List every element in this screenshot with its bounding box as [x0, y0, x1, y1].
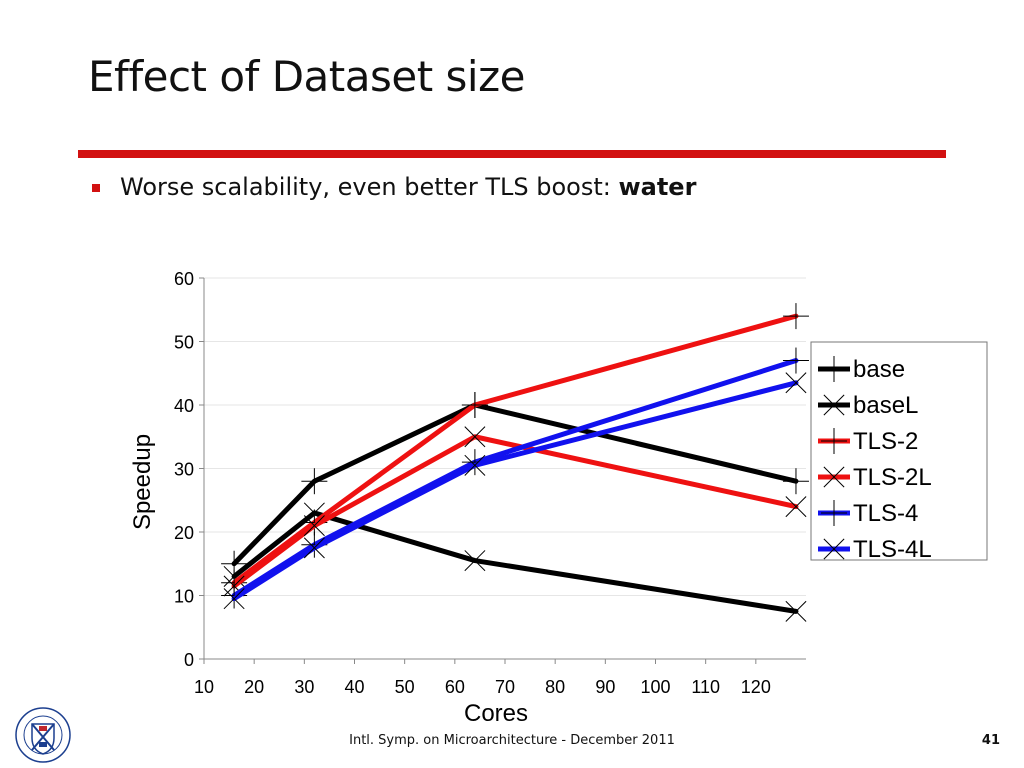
x-tick-label-110: 110: [691, 677, 720, 697]
series-line-baseL: [231, 510, 799, 614]
x-tick-label-30: 30: [294, 677, 314, 697]
legend-label-baseL: baseL: [853, 392, 918, 419]
series-point-TLS-2L-1: [303, 515, 325, 537]
series-point-TLS-2L-2: [464, 426, 486, 448]
series-point-base-3: [782, 468, 809, 495]
series-line-TLS-2L: [231, 434, 799, 589]
series-point-baseL-3-b: [785, 600, 807, 622]
legend-marker-baseL: [823, 394, 845, 416]
legend-marker-TLS-2: [821, 428, 847, 454]
x-tick-label-90: 90: [595, 677, 615, 697]
legend-marker-TLS-4L: [823, 538, 845, 560]
bullet-text-regular: Worse scalability, even better TLS boost…: [120, 173, 619, 201]
title-divider: [78, 150, 946, 158]
legend-box: [810, 341, 988, 561]
series-point-baseL-2-b: [464, 550, 486, 572]
y-axis-label: Speedup: [129, 434, 156, 530]
legend-marker-baseL-b: [823, 394, 845, 416]
series-point-TLS-2-3: [782, 303, 809, 330]
legend-label-base: base: [853, 356, 905, 383]
page-number: 41: [981, 733, 1000, 748]
y-tick-label-50: 50: [174, 333, 194, 353]
series-point-base-1: [301, 468, 328, 495]
legend-label-TLS-4L: TLS-4L: [853, 536, 932, 563]
x-tick-label-50: 50: [395, 677, 415, 697]
x-tick-label-40: 40: [344, 677, 364, 697]
footer-text: Intl. Symp. on Microarchitecture - Decem…: [349, 733, 675, 748]
legend-marker-base: [821, 356, 847, 382]
chart-gridlines: [204, 277, 806, 596]
bullet-square-icon: [92, 184, 100, 192]
x-tick-label-100: 100: [640, 677, 670, 697]
university-seal-icon: [15, 707, 71, 763]
legend-marker-TLS-2L: [823, 466, 845, 488]
chart-legend: base baseL TLS-2 TLS-2L TLS-4 TLS-4L: [810, 341, 988, 563]
series-point-TLS-2L-3: [785, 496, 807, 518]
series-point-TLS-2-2: [461, 392, 488, 418]
series-line-TLS-4L: [231, 380, 799, 602]
y-tick-label-10: 10: [174, 587, 194, 607]
x-tick-label-80: 80: [545, 677, 565, 697]
series-point-TLS-4L-0: [223, 588, 245, 610]
series-point-TLS-2L-1-b: [303, 515, 325, 537]
x-tick-label-70: 70: [495, 677, 515, 697]
x-tick-label-20: 20: [244, 677, 264, 697]
y-tick-label-40: 40: [174, 396, 194, 416]
series-point-TLS-4L-3-b: [785, 372, 807, 394]
series-line-TLS-2: [231, 313, 799, 586]
series-point-TLS-4L-0-b: [223, 588, 245, 610]
bullet-text: Worse scalability, even better TLS boost…: [120, 173, 696, 201]
legend-label-TLS-2L: TLS-2L: [853, 464, 932, 491]
series-point-TLS-4L-2-b: [464, 454, 486, 476]
bullet-text-bold: water: [618, 173, 697, 201]
x-axis-label: Cores: [464, 700, 528, 727]
legend-marker-TLS-4L-b: [823, 538, 845, 560]
legend-label-TLS-4: TLS-4: [853, 500, 918, 527]
series-line-base: [231, 402, 799, 567]
series-point-baseL-3: [785, 600, 807, 622]
series-point-TLS-2L-3-b: [785, 496, 807, 518]
series-point-TLS-4-3: [782, 347, 809, 374]
y-tick-label-30: 30: [174, 460, 194, 480]
series-point-TLS-4L-1-b: [303, 537, 325, 559]
y-tick-label-20: 20: [174, 523, 194, 543]
series-line-TLS-4: [231, 358, 799, 598]
series-point-TLS-2L-2-b: [464, 426, 486, 448]
y-tick-label-60: 60: [174, 269, 194, 289]
y-tick-label-0: 0: [184, 650, 194, 670]
chart-series: [221, 303, 809, 622]
series-point-TLS-4L-2: [464, 454, 486, 476]
x-tick-label-10: 10: [194, 677, 214, 697]
slide-title: Effect of Dataset size: [88, 52, 525, 101]
series-point-TLS-4L-3: [785, 372, 807, 394]
legend-label-TLS-2: TLS-2: [853, 428, 918, 455]
series-point-TLS-4L-1: [303, 537, 325, 559]
series-point-baseL-2: [464, 550, 486, 572]
legend-marker-TLS-4: [821, 500, 847, 526]
legend-marker-TLS-2L-b: [823, 466, 845, 488]
x-tick-label-120: 120: [741, 677, 771, 697]
bullet-item: Worse scalability, even better TLS boost…: [92, 173, 696, 201]
x-tick-label-60: 60: [445, 677, 465, 697]
